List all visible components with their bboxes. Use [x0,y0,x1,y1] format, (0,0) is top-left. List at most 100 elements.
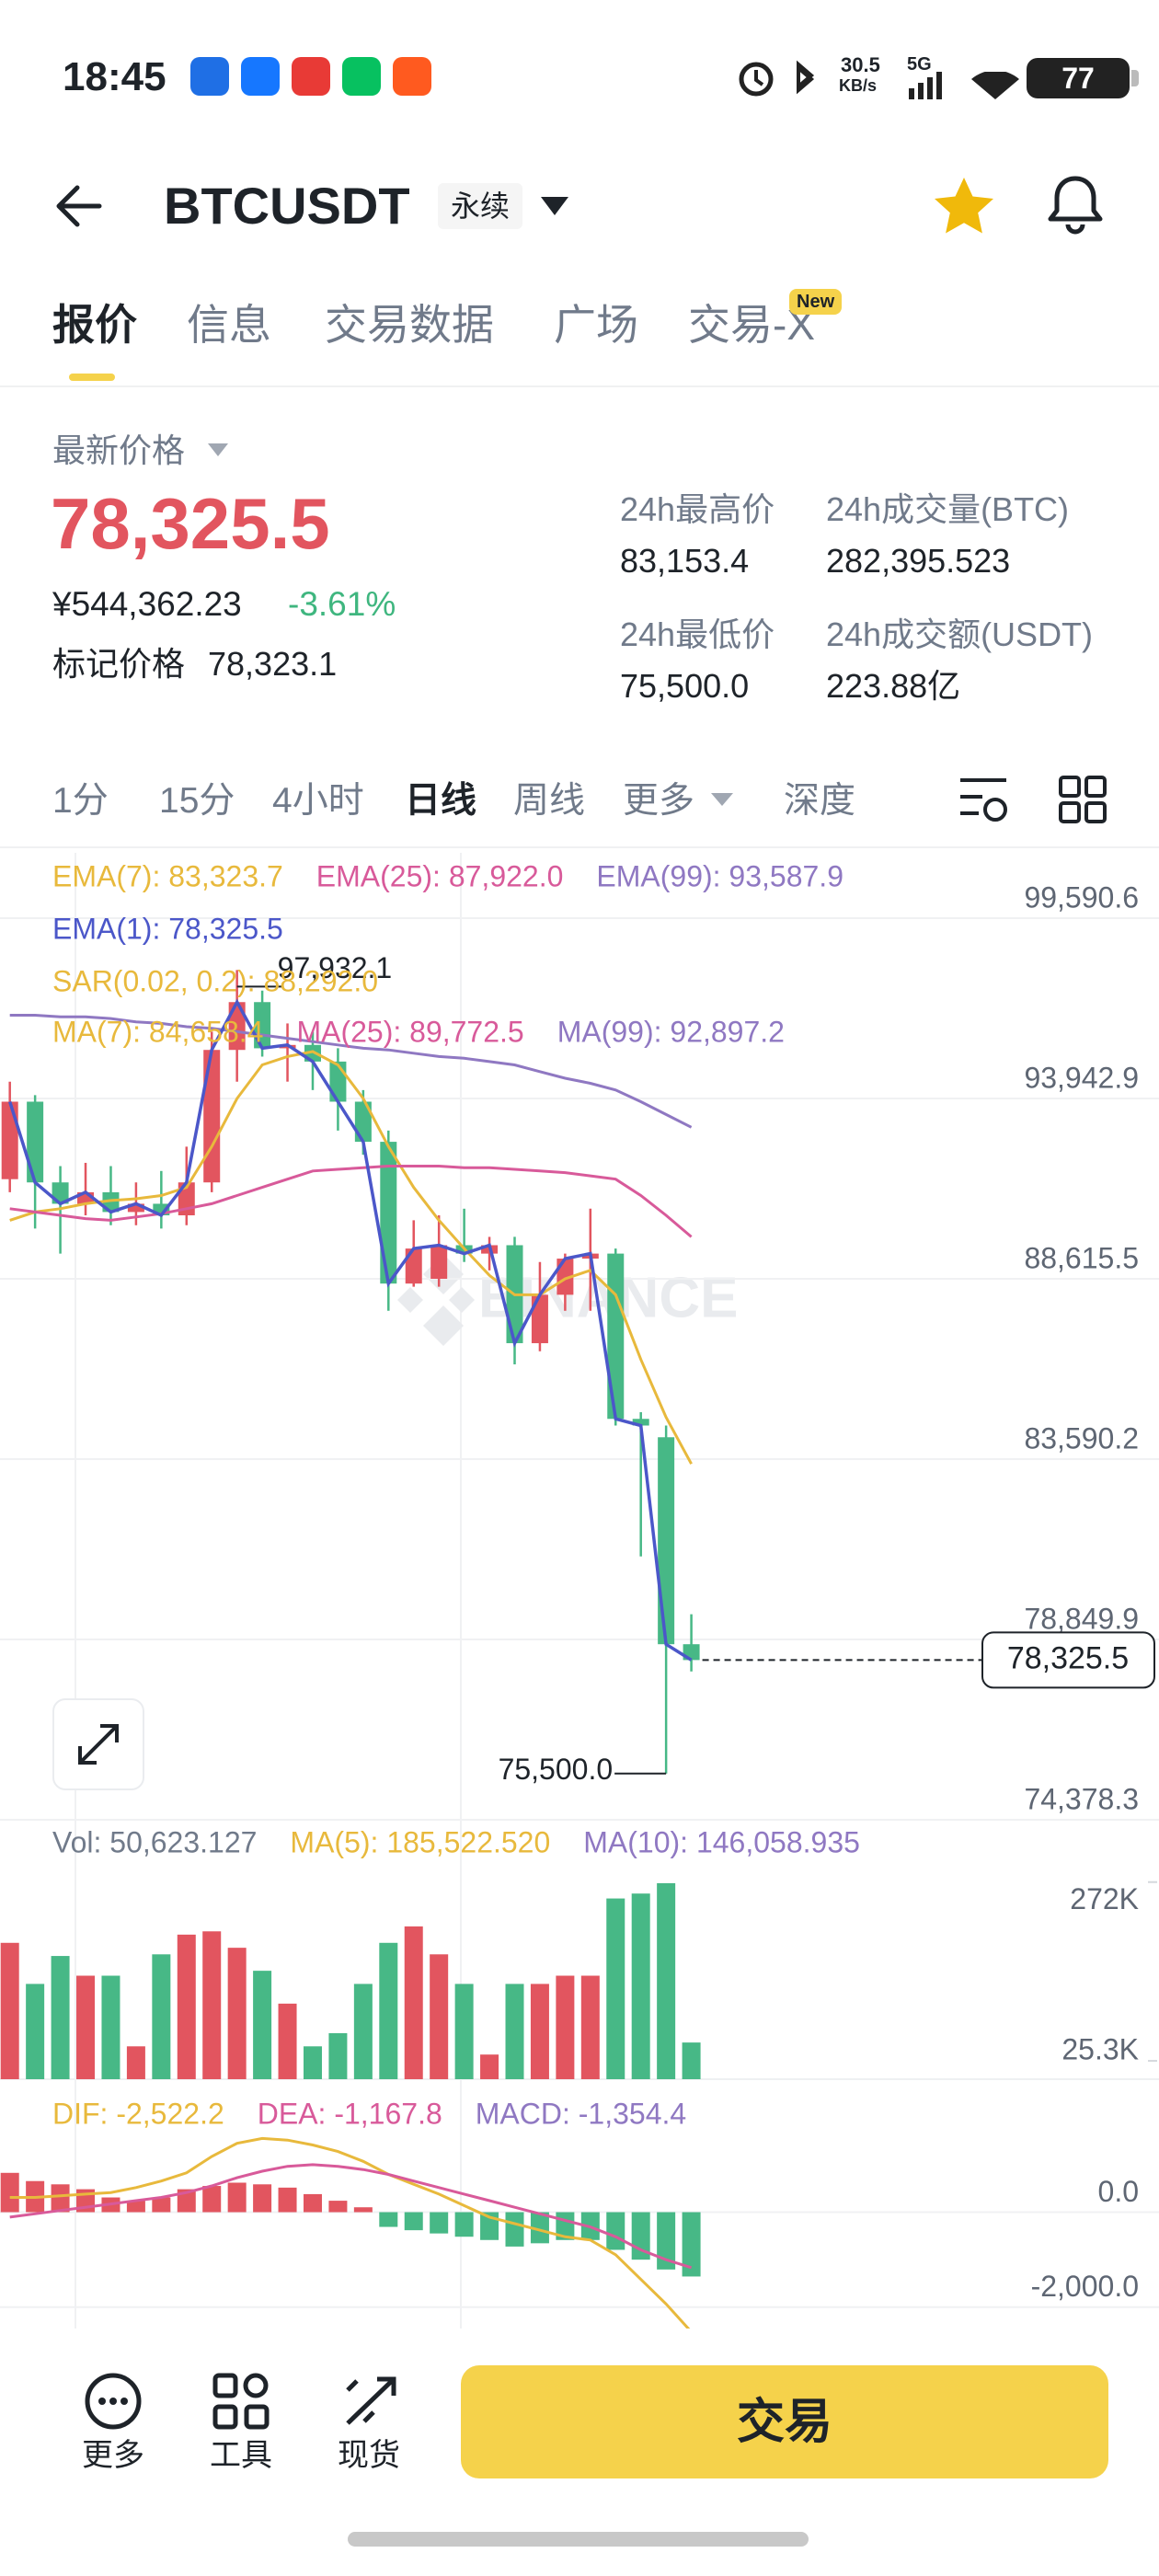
volume-bar [177,1934,196,2079]
candle-body [203,1050,221,1183]
volume-bar [631,1893,650,2079]
macd-bar [430,2212,449,2234]
macd-bar [177,2189,196,2213]
legend-item: MA(25): 89,772.5 [296,1015,523,1048]
tools-icon[interactable] [212,2372,272,2432]
last-price-label: 最新价格 [52,431,186,469]
candle-body [127,1203,144,1213]
legend-item: MA(5): 185,522.520 [290,1825,550,1858]
interval-option[interactable]: 日线 [405,781,477,821]
y-tick-label: 93,942.9 [1024,1061,1139,1094]
legend-item: MA(10): 146,058.935 [583,1825,860,1858]
interval-option[interactable]: 更多 [623,781,695,821]
fullscreen-icon [78,1724,119,1765]
candle-body [531,1294,548,1343]
macd-bar [278,2187,297,2213]
last-price-box [981,1631,1155,1689]
stat-value: 75,500.0 [620,667,750,705]
volume-bar [430,1954,449,2079]
macd-bar [404,2212,423,2231]
candle-body [632,1419,649,1426]
interval-option[interactable]: 深度 [784,781,856,821]
macd-bar [152,2197,171,2213]
candle-body [329,1061,347,1102]
stat-value: 223.88亿 [826,667,961,705]
volume-bar [253,1971,272,2079]
volume-bar [328,2032,348,2079]
trade-button[interactable]: 交易 [461,2365,1108,2478]
interval-option[interactable]: 15分 [159,781,235,821]
tab[interactable]: 广场 [554,301,638,349]
mark-price-label: 标记价格 [52,645,186,683]
volume-bar [227,1948,247,2079]
nav-label[interactable]: 更多 [82,2438,144,2473]
net-speed: 30.5 [841,53,880,76]
volume-bar [202,1931,222,2079]
tab-underline [69,374,115,381]
indicator-line [9,1165,693,1238]
legend-item: SAR(0.02, 0.2): 88,292.0 [52,964,378,997]
legend-item: Vol: 50,623.127 [52,1825,257,1858]
y-tick-label: 99,590.6 [1024,880,1139,914]
stat-value: 83,153.4 [620,542,750,580]
macd-bar [253,2184,272,2213]
battery-nub [1131,70,1139,86]
divider [0,846,1159,848]
candle-body [27,1101,44,1183]
legend-item: EMA(1): 78,325.5 [52,912,283,945]
candles [1,970,700,1774]
macd-bar [657,2212,676,2270]
macd-bar [0,2172,19,2213]
candle-body [1,1101,18,1179]
tab[interactable]: 报价 [52,301,137,349]
y-tick-label: -2,000.0 [1031,2270,1139,2303]
price-type-dropdown[interactable] [206,442,230,458]
new-badge: New [789,289,843,315]
legend-item: MACD: -1,354.4 [476,2097,686,2130]
legend-item: EMA(99): 93,587.9 [596,859,843,892]
volume-bar [278,2003,297,2079]
macd-line [9,2163,693,2270]
macd-bar [606,2212,625,2250]
macd-bar [530,2212,549,2244]
nav-label[interactable]: 工具 [210,2438,272,2473]
close-line [8,998,693,1662]
alert-bell[interactable] [1045,173,1106,237]
stat-label: 24h最高价 [620,490,775,528]
layout-toggle[interactable] [1058,775,1107,824]
volume-bar [480,2054,499,2079]
interval-option[interactable]: 周线 [513,781,586,821]
more-icon[interactable] [83,2372,147,2432]
nav-label[interactable]: 现货 [338,2438,400,2473]
volume-bar [26,1984,45,2079]
interval-option[interactable]: 1分 [52,781,109,821]
volume-bar [76,1975,96,2079]
volume-bar [126,2046,145,2079]
symbol-dropdown[interactable] [539,195,570,217]
volume-bar [657,1882,676,2079]
symbol[interactable]: BTCUSDT [164,177,410,235]
indicator-line [9,1050,693,1465]
candle-body [405,1248,422,1284]
favorite-star[interactable] [933,175,995,236]
interval-option[interactable]: 4小时 [272,781,364,821]
macd-bar [454,2212,474,2237]
tab[interactable]: 交易数据 [325,301,494,349]
macd-bar [328,2201,348,2213]
macd-line [9,2136,691,2329]
stat-label: 24h成交额(USDT) [826,615,1094,653]
volume-bar [0,1942,19,2079]
tab[interactable]: 信息 [187,301,271,349]
macd-bar [682,2212,701,2277]
y-tick-label: 74,378.3 [1024,1782,1139,1815]
indicator-settings[interactable] [957,775,1012,826]
back-button[interactable] [52,180,107,232]
volume-bar [454,1984,474,2079]
status-time: 18:45 [63,54,166,99]
fullscreen-button[interactable] [52,1698,144,1790]
macd [0,2136,701,2329]
home-indicator [348,2532,809,2547]
spot-icon[interactable] [340,2372,401,2432]
macd-bar [505,2212,524,2247]
